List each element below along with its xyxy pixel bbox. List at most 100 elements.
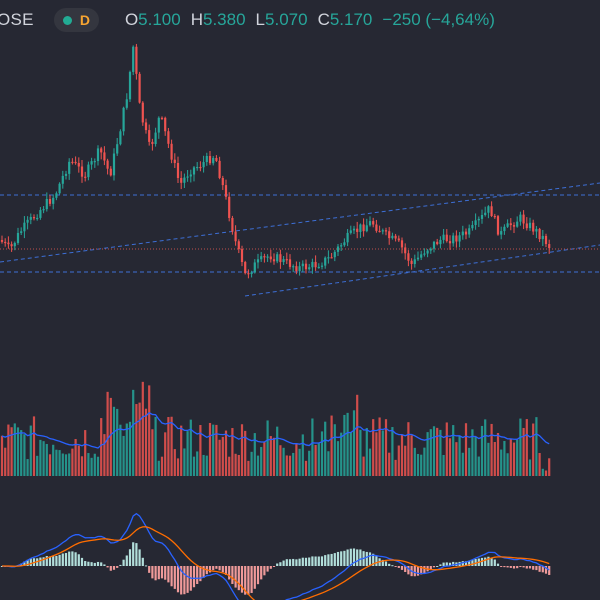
volume-bar: [122, 435, 125, 476]
volume-bar: [298, 448, 301, 476]
volume-bar: [10, 427, 13, 476]
volume-bar: [80, 456, 84, 476]
candle-body: [292, 266, 295, 268]
candle-body: [160, 117, 164, 119]
volume-bar: [346, 412, 349, 476]
candle-body: [90, 161, 93, 165]
macd-histogram-bar: [122, 559, 125, 566]
volume-bar: [77, 445, 80, 476]
macd-histogram-bar: [199, 566, 202, 582]
macd-histogram-bar: [247, 566, 250, 595]
candle-body: [365, 225, 368, 232]
candle-body: [135, 46, 138, 74]
candle-body: [215, 157, 218, 161]
volume-bar: [368, 448, 372, 476]
macd-histogram-bar: [541, 566, 544, 573]
macd-histogram-bar: [314, 556, 317, 566]
macd-histogram-bar: [135, 543, 138, 566]
candle-body: [535, 228, 538, 232]
volume-bar: [477, 456, 480, 476]
macd-histogram-bar: [93, 562, 96, 566]
volume-bar: [116, 408, 119, 476]
macd-histogram-bar: [317, 556, 320, 566]
macd-histogram-bar: [263, 566, 266, 576]
candle-body: [538, 228, 541, 240]
volume-bar: [404, 445, 407, 476]
volume-bar: [420, 454, 423, 476]
candle-body: [55, 193, 58, 198]
volume-bar: [509, 439, 512, 476]
volume-bar: [215, 424, 218, 476]
volume-bar: [96, 456, 100, 476]
volume-bar: [295, 443, 298, 476]
macd-histogram-bar: [480, 557, 484, 566]
volume-bar: [381, 430, 384, 476]
interval-pill[interactable]: D: [53, 8, 99, 32]
candle-body: [93, 161, 96, 163]
candle-body: [148, 130, 151, 142]
candle-body: [58, 183, 61, 194]
candle-body: [506, 223, 509, 227]
volume-bar: [500, 449, 503, 476]
macd-histogram-bar: [260, 566, 263, 580]
volume-bar: [36, 455, 39, 476]
macd-histogram-bar: [432, 566, 436, 568]
macd-histogram-bar: [276, 563, 279, 566]
macd-histogram-bar: [516, 566, 519, 569]
candle-body: [13, 242, 16, 247]
symbol-label[interactable]: OSE: [0, 10, 34, 29]
macd-histogram-bar: [58, 554, 61, 566]
candle-body: [378, 230, 381, 233]
volume-bar: [394, 459, 397, 476]
volume-bar: [253, 433, 256, 476]
candle-body: [509, 223, 512, 226]
macd-histogram-bar: [356, 549, 359, 566]
volume-bar: [484, 419, 487, 476]
volume-bar: [388, 452, 391, 476]
volume-bar: [196, 451, 199, 476]
macd-histogram-bar: [96, 561, 100, 566]
macd-histogram-bar: [237, 566, 240, 591]
candle-body: [445, 234, 448, 242]
macd-histogram-bar: [138, 549, 141, 566]
candle-body: [429, 248, 432, 251]
macd-histogram-bar: [340, 551, 343, 566]
macd-histogram-bar: [496, 563, 500, 566]
volume-bar: [324, 421, 327, 476]
candle-body: [471, 225, 474, 229]
candle-body: [116, 144, 119, 154]
macd-histogram-bar: [26, 559, 29, 566]
candle-body: [231, 217, 234, 232]
candle-body: [480, 215, 484, 219]
candle-body: [272, 259, 276, 262]
volume-bar: [400, 434, 404, 476]
macd-histogram-bar: [71, 551, 74, 566]
volume-bar: [276, 426, 279, 476]
volume-bar: [352, 410, 356, 476]
volume-bar: [192, 456, 196, 476]
volume-bar: [138, 402, 141, 476]
price-change: −250 (−4,64%): [382, 10, 495, 29]
volume-bar: [52, 444, 55, 476]
macd-histogram-bar: [87, 561, 90, 566]
candle-body: [372, 221, 375, 225]
macd-histogram-bar: [352, 548, 356, 566]
volume-bar: [285, 455, 288, 476]
volume-bar: [55, 449, 58, 476]
macd-histogram-bar: [42, 557, 45, 566]
volume-bar: [20, 430, 23, 476]
candle-body: [397, 238, 400, 241]
macd-histogram-bar: [141, 557, 144, 566]
macd-histogram-bar: [500, 566, 503, 567]
volume-bar: [512, 442, 516, 476]
candle-body: [132, 46, 135, 72]
macd-histogram-bar: [68, 551, 71, 566]
candle-body: [455, 235, 458, 242]
candle-body: [39, 210, 42, 218]
volume-bar: [266, 420, 269, 476]
macd-histogram-bar: [452, 561, 455, 566]
candle-body: [84, 176, 87, 178]
macd-histogram-bar: [311, 556, 314, 566]
volume-bar: [208, 422, 212, 476]
